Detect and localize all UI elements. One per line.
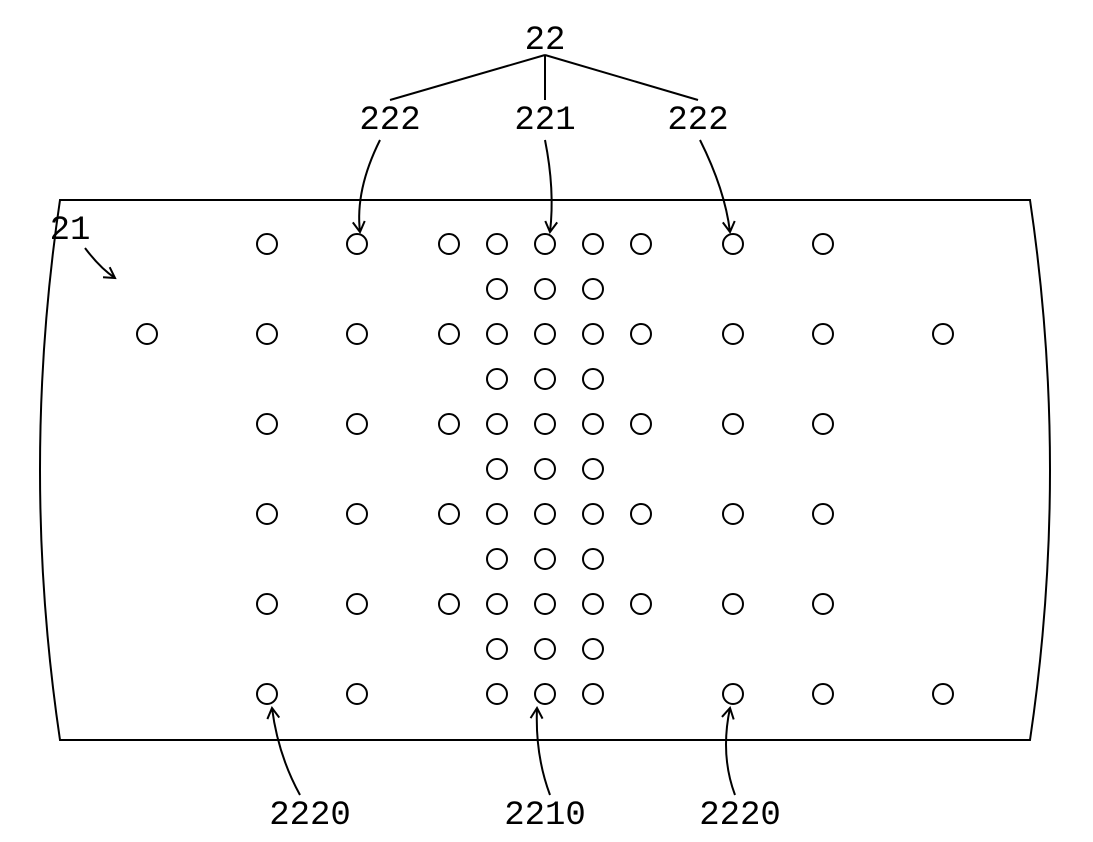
leader-line [537,708,550,795]
hole [439,594,459,614]
hole [257,504,277,524]
hole [813,234,833,254]
technical-diagram: 2222222122221222022102220 [0,0,1093,842]
hole [257,414,277,434]
hole [723,504,743,524]
hole [137,324,157,344]
hole [631,414,651,434]
hole [631,234,651,254]
hole [347,414,367,434]
hole [583,414,603,434]
hole [813,504,833,524]
hole [439,234,459,254]
hole [631,594,651,614]
hole [813,594,833,614]
label-2220-left: 2220 [269,797,351,835]
hole [535,549,555,569]
hole [723,414,743,434]
hole [723,234,743,254]
hole [583,279,603,299]
hole [347,324,367,344]
hole [583,684,603,704]
label-222-left: 222 [359,102,420,140]
hole [487,504,507,524]
hole [487,594,507,614]
label-221: 221 [514,102,575,140]
hole [487,234,507,254]
leader-line [359,140,380,232]
hole [535,279,555,299]
hole [723,594,743,614]
hole [723,324,743,344]
hole [487,684,507,704]
hole [535,414,555,434]
hole [347,234,367,254]
hole [347,684,367,704]
hole [487,414,507,434]
hole [933,324,953,344]
hole [813,684,833,704]
hole [347,594,367,614]
hole [439,504,459,524]
bracket-line [545,55,698,100]
hole [257,234,277,254]
label-2210: 2210 [504,797,586,835]
hole [439,324,459,344]
hole [813,414,833,434]
hole [583,639,603,659]
hole [535,639,555,659]
label-222-right: 222 [667,102,728,140]
hole [631,504,651,524]
hole [535,504,555,524]
hole [487,324,507,344]
leader-line [726,708,735,795]
hole [583,549,603,569]
hole [257,594,277,614]
hole [535,684,555,704]
hole [813,324,833,344]
hole [631,324,651,344]
hole [933,684,953,704]
hole [535,234,555,254]
leader-line [545,140,552,232]
hole [257,684,277,704]
hole [487,549,507,569]
leader-line [272,708,300,795]
hole [583,504,603,524]
label-22: 22 [525,22,566,60]
label-21: 21 [50,212,91,250]
hole [535,594,555,614]
hole [487,279,507,299]
hole [487,639,507,659]
leader-line [700,140,730,232]
hole [583,594,603,614]
hole [257,324,277,344]
hole [583,369,603,389]
leader-line [85,248,115,278]
hole [439,414,459,434]
hole [583,234,603,254]
hole [723,684,743,704]
hole [487,369,507,389]
hole [347,504,367,524]
hole [535,369,555,389]
hole [535,324,555,344]
hole [583,324,603,344]
hole [487,459,507,479]
hole [535,459,555,479]
label-2220-right: 2220 [699,797,781,835]
bracket-line [390,55,545,100]
hole [583,459,603,479]
